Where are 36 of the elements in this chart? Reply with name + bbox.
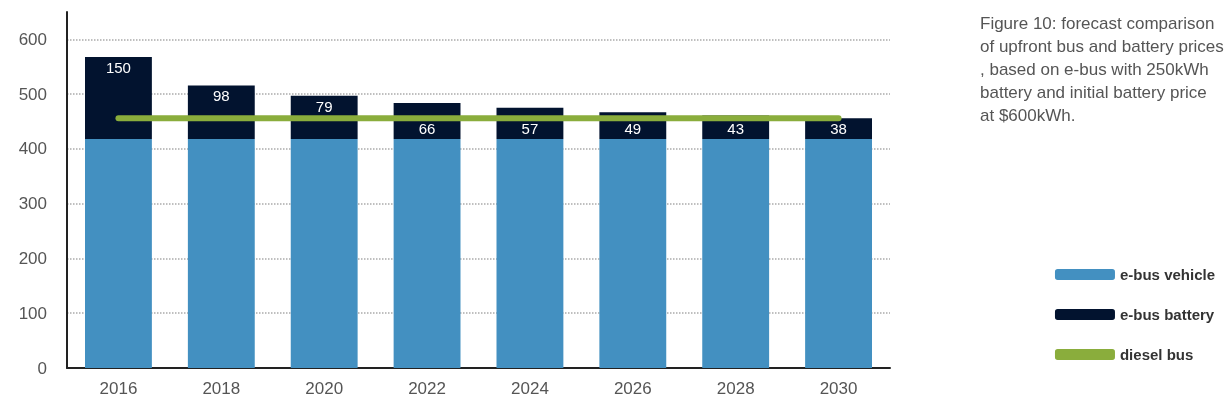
bar bbox=[393, 139, 461, 368]
x-tick-label: 2028 bbox=[716, 379, 755, 398]
bar bbox=[702, 139, 770, 368]
x-tick-label: 2022 bbox=[408, 379, 446, 398]
bar bbox=[85, 139, 152, 368]
legend-label: diesel bus bbox=[1119, 346, 1194, 363]
data-label: 49 bbox=[624, 120, 642, 138]
legend-label: e-bus battery bbox=[1119, 306, 1215, 323]
y-tick-label: 400 bbox=[18, 139, 47, 159]
bar bbox=[85, 56, 152, 140]
y-tick-label: 300 bbox=[18, 194, 47, 214]
x-tick-label: 2030 bbox=[819, 379, 858, 398]
x-tick-label: 2018 bbox=[202, 379, 241, 398]
caption: Figure 10: forecast comparison of upfront bus and battery prices, based on e-bus with 250kWh battery and initial battery price at $600kWh. bbox=[980, 14, 1224, 125]
bar bbox=[187, 139, 255, 368]
y-tick-label: 100 bbox=[18, 303, 47, 323]
y-tick-label: 0 bbox=[37, 358, 47, 378]
data-label: 43 bbox=[727, 120, 745, 138]
data-label: 150 bbox=[105, 58, 131, 76]
data-label: 79 bbox=[315, 97, 333, 115]
data-label: 66 bbox=[418, 120, 436, 138]
bar bbox=[805, 139, 872, 368]
y-tick-label: 200 bbox=[18, 248, 47, 268]
x-tick-label: 2026 bbox=[613, 379, 652, 398]
data-label: 98 bbox=[212, 87, 230, 105]
y-tick-label: 600 bbox=[18, 29, 47, 49]
legend-label: e-bus vehicle bbox=[1119, 266, 1216, 283]
x-tick-label: 2020 bbox=[305, 379, 344, 398]
bar bbox=[599, 139, 667, 368]
data-label: 38 bbox=[830, 120, 847, 138]
bar bbox=[496, 139, 564, 368]
y-tick-label: 500 bbox=[18, 84, 47, 104]
bar bbox=[290, 139, 358, 368]
data-label: 57 bbox=[521, 120, 539, 138]
x-tick-label: 2016 bbox=[99, 379, 138, 398]
x-tick-label: 2024 bbox=[511, 379, 549, 398]
